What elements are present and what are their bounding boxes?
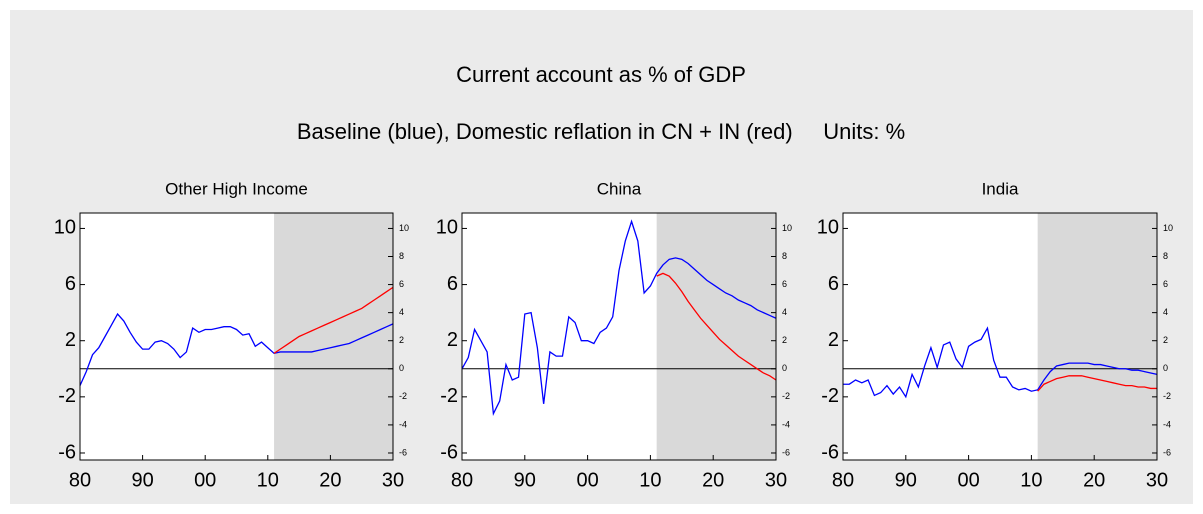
y2-tick-label: 2 [1163, 335, 1168, 345]
y2-tick-label: -6 [782, 447, 790, 457]
x-tick-label: 80 [832, 469, 854, 491]
y2-tick-label: -6 [1163, 447, 1171, 457]
series-line [273, 286, 394, 354]
y-tick-label: -6 [440, 441, 458, 463]
x-tick-label: 80 [69, 469, 91, 491]
chart-title: Current account as % of GDP [456, 62, 746, 87]
y2-tick-label: 4 [1163, 307, 1168, 317]
x-tick-label: 20 [1083, 469, 1105, 491]
y2-tick-label: 10 [1163, 223, 1173, 233]
panel-title: Other High Income [165, 179, 308, 198]
y-tick-label: -2 [440, 385, 458, 407]
y2-tick-label: 10 [399, 223, 409, 233]
y2-tick-label: -4 [1163, 419, 1171, 429]
y2-tick-label: -2 [1163, 391, 1171, 401]
x-tick-label: 30 [765, 469, 787, 491]
x-tick-label: 30 [382, 469, 404, 491]
series-line [843, 326, 1158, 399]
x-tick-label: 90 [514, 469, 536, 491]
y2-tick-label: -4 [782, 419, 790, 429]
y2-tick-label: 8 [1163, 251, 1168, 261]
x-tick-label: 10 [639, 469, 661, 491]
chart-subtitle: Baseline (blue), Domestic reflation in C… [297, 119, 905, 144]
y-tick-label: 6 [828, 273, 839, 295]
panel-title: India [982, 179, 1019, 198]
y2-tick-label: 0 [399, 363, 404, 373]
plot-frame [461, 212, 777, 461]
y-tick-label: 2 [828, 329, 839, 351]
y-tick-label: -2 [58, 385, 76, 407]
y2-tick-label: -6 [399, 447, 407, 457]
y2-tick-label: 6 [1163, 279, 1168, 289]
y2-tick-label: 2 [399, 335, 404, 345]
x-tick-label: 20 [319, 469, 341, 491]
y2-tick-label: 6 [782, 279, 787, 289]
y-tick-label: 2 [65, 329, 76, 351]
x-tick-label: 00 [576, 469, 598, 491]
y-tick-label: 10 [817, 217, 839, 239]
y-tick-label: 10 [54, 217, 76, 239]
y2-tick-label: -2 [399, 391, 407, 401]
forecast-shade [1037, 213, 1157, 460]
plot-frame [79, 212, 394, 461]
y-tick-label: -2 [821, 385, 839, 407]
y-tick-label: 10 [436, 217, 458, 239]
x-tick-label: 90 [131, 469, 153, 491]
x-tick-label: 00 [194, 469, 216, 491]
forecast-shade [274, 213, 393, 460]
y-tick-label: 2 [447, 329, 458, 351]
y2-tick-label: 2 [782, 335, 787, 345]
x-tick-label: 20 [702, 469, 724, 491]
y-tick-label: -6 [821, 441, 839, 463]
panel-title: China [597, 179, 642, 198]
y2-tick-label: 0 [782, 363, 787, 373]
y-tick-label: -6 [58, 441, 76, 463]
series-line [79, 312, 394, 386]
x-tick-label: 00 [957, 469, 979, 491]
y-tick-label: 6 [447, 273, 458, 295]
y2-tick-label: 10 [782, 223, 792, 233]
x-tick-label: 90 [895, 469, 917, 491]
y2-tick-label: 8 [782, 251, 787, 261]
series-line [1037, 375, 1157, 392]
y2-tick-label: 8 [399, 251, 404, 261]
y-tick-label: 6 [65, 273, 76, 295]
y2-tick-label: 4 [782, 307, 787, 317]
y2-tick-label: -4 [399, 419, 407, 429]
x-tick-label: 10 [1020, 469, 1042, 491]
y2-tick-label: 0 [1163, 363, 1168, 373]
y2-tick-label: 4 [399, 307, 404, 317]
series-line [461, 219, 777, 416]
y2-tick-label: 6 [399, 279, 404, 289]
y2-tick-label: -2 [782, 391, 790, 401]
series-line [656, 272, 777, 381]
plot-frame [842, 212, 1158, 461]
x-tick-label: 80 [451, 469, 473, 491]
x-tick-label: 30 [1146, 469, 1168, 491]
x-tick-label: 10 [257, 469, 279, 491]
